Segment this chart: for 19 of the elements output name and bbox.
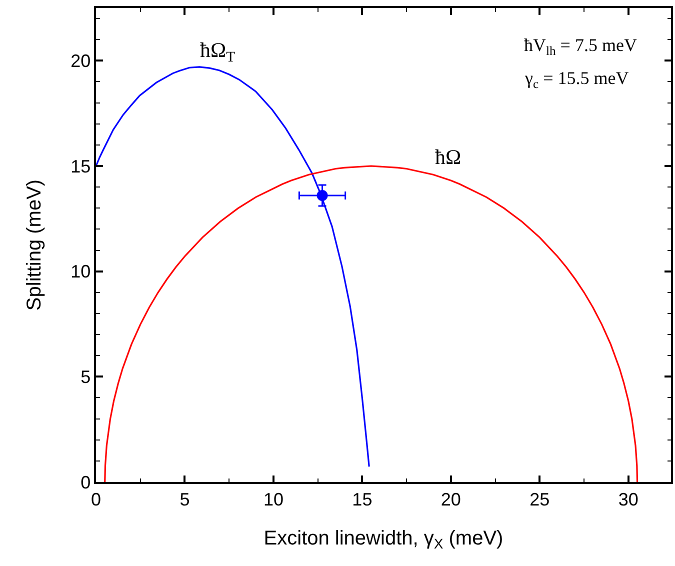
y-tick-label: 5: [80, 366, 91, 387]
x-tick-label: 5: [180, 489, 190, 510]
y-tick-label: 0: [80, 472, 91, 492]
x-tick-label: 10: [263, 489, 284, 510]
series-label: ħΩ: [435, 145, 462, 169]
x-tick-label: 15: [352, 489, 372, 510]
y-tick-label: 10: [70, 262, 91, 282]
annotation: γ$_{c}$ = 15.5 meV: [524, 68, 629, 91]
x-axis-title: Exciton linewidth, γ$_{X}$ (meV): [264, 527, 504, 552]
line-series: [96, 66, 370, 468]
y-tick-label: 15: [70, 156, 91, 176]
line-series: [104, 165, 638, 482]
annotation: ħV$_{lh}$ = 7.5 meV: [524, 35, 637, 58]
y-tick-label: 20: [70, 50, 91, 71]
y-axis-title: Splitting (meV): [24, 179, 46, 311]
series-label: ħΩ$_{T}$: [200, 38, 236, 66]
x-tick-label: 25: [530, 489, 550, 510]
x-tick-label: 20: [440, 489, 461, 510]
x-tick-label: 30: [618, 489, 638, 510]
